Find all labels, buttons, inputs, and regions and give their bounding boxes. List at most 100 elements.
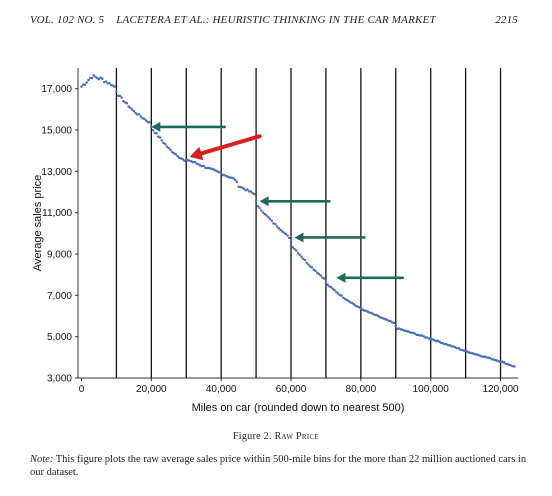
data-point (324, 280, 328, 284)
data-point (307, 263, 310, 266)
data-point (284, 232, 288, 236)
x-tick-label: 100,000 (413, 384, 450, 395)
note-label: Note: (30, 454, 54, 465)
data-point (265, 214, 268, 217)
y-tick-label: 17,000 (41, 84, 72, 95)
data-point (176, 155, 179, 158)
data-point (296, 251, 300, 255)
data-point (88, 76, 92, 80)
data-point (249, 190, 253, 193)
data-point (275, 225, 279, 228)
x-ticks: 0 20,000 40,000 60,000 80,000 100,000 120,000 (79, 378, 519, 395)
data-point (80, 85, 83, 88)
data-point (122, 99, 125, 103)
data-point (90, 76, 94, 80)
data-point (148, 121, 151, 124)
data-point (85, 81, 88, 84)
data-point (108, 81, 111, 85)
data-point (286, 234, 289, 237)
arrow-head (294, 232, 304, 243)
data-point (115, 90, 118, 93)
data-point (293, 247, 296, 251)
chart-svg: 3,000 5,000 7,000 9,000 11,000 13,000 15,000 17… (32, 68, 519, 414)
data-point (120, 96, 123, 99)
annotation-arrows (151, 121, 405, 283)
data-point (282, 231, 286, 234)
data-point (232, 177, 235, 180)
plot-frame (77, 68, 518, 379)
bin-lines (115, 68, 502, 378)
arrow-60k (294, 232, 366, 243)
arrow-head (151, 121, 161, 132)
data-point (288, 236, 291, 240)
y-tick-label: 7,000 (47, 291, 72, 302)
x-tick-label: 120,000 (482, 384, 519, 395)
running-title: LACETERA ET AL.: HEURISTIC THINKING IN T… (116, 14, 436, 26)
data-point (158, 136, 162, 139)
y-tick-label: 5,000 (47, 332, 72, 343)
x-tick-label: 80,000 (346, 384, 377, 395)
x-axis-label: Miles on car (rounded down to nearest 50… (192, 402, 405, 414)
data-point (132, 109, 136, 113)
data-point (258, 206, 261, 210)
x-tick-label: 0 (79, 384, 85, 395)
data-point (104, 80, 108, 83)
figure-caption: Figure 2. Raw Price (0, 431, 552, 442)
data-point (331, 287, 335, 291)
data-point (181, 158, 185, 161)
data-point (270, 219, 274, 223)
data-point (240, 186, 244, 189)
x-tick-label: 40,000 (206, 384, 237, 395)
data-point (314, 269, 317, 273)
data-point (169, 148, 172, 151)
data-point (357, 305, 361, 309)
journal-volume: VOL. 102 NO. 5 (30, 14, 105, 26)
data-point (336, 292, 340, 295)
data-point (326, 283, 329, 287)
data-point (267, 216, 270, 219)
data-point (322, 277, 326, 280)
data-point (242, 187, 246, 190)
y-tick-label: 11,000 (42, 208, 72, 219)
data-point (150, 125, 153, 128)
data-point (502, 361, 506, 364)
data-point (129, 106, 132, 110)
y-tick-label: 3,000 (47, 374, 72, 385)
arrow-head (336, 272, 346, 283)
data-point (279, 228, 282, 232)
data-point (101, 77, 104, 80)
y-tick-label: 9,000 (47, 250, 72, 261)
data-point (233, 178, 237, 182)
data-point (134, 111, 137, 115)
data-point (143, 117, 146, 121)
figure-note: Note: This figure plots the raw average … (30, 453, 530, 479)
data-point (274, 223, 277, 226)
data-point (303, 258, 307, 262)
data-point (261, 211, 265, 214)
arrow-15k (151, 121, 226, 132)
data-point (300, 255, 303, 259)
figure-caption-title: Raw Price (274, 431, 320, 442)
data-point (113, 85, 116, 88)
x-tick-label: 60,000 (276, 384, 307, 395)
data-point (394, 324, 398, 328)
data-point (165, 145, 169, 148)
data-point (347, 299, 350, 303)
data-point (450, 345, 453, 348)
data-point (137, 113, 141, 116)
data-point (246, 188, 249, 191)
data-point (352, 303, 356, 306)
data-point (418, 334, 422, 337)
data-point (253, 192, 256, 196)
arrow-72k (336, 272, 405, 283)
data-point (335, 290, 338, 294)
data-point (235, 180, 239, 184)
data-point (363, 309, 366, 312)
data-point (424, 336, 427, 339)
data-point (130, 108, 134, 111)
data-point (392, 321, 396, 325)
data-point (263, 212, 267, 216)
x-tick-label: 20,000 (136, 384, 167, 395)
data-point (329, 286, 333, 289)
